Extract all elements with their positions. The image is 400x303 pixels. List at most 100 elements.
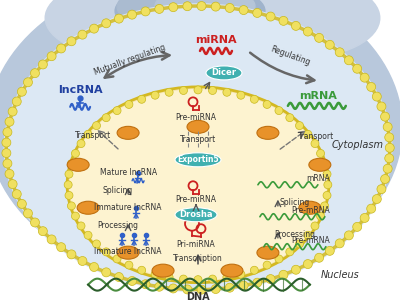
Circle shape — [253, 8, 262, 18]
Circle shape — [237, 91, 245, 99]
Ellipse shape — [155, 0, 255, 25]
Ellipse shape — [0, 0, 400, 283]
Circle shape — [367, 204, 376, 213]
Circle shape — [263, 100, 271, 108]
Ellipse shape — [55, 0, 335, 35]
Text: Processing: Processing — [98, 221, 139, 230]
Circle shape — [38, 227, 47, 236]
Circle shape — [360, 73, 369, 82]
Circle shape — [141, 7, 150, 16]
Circle shape — [24, 209, 32, 218]
Circle shape — [92, 122, 100, 130]
Circle shape — [8, 107, 17, 116]
Text: Immature lncRNA: Immature lncRNA — [94, 247, 162, 256]
Ellipse shape — [117, 0, 227, 29]
Text: lncRNA: lncRNA — [58, 85, 102, 95]
Circle shape — [303, 260, 312, 268]
Text: mRNA: mRNA — [299, 91, 337, 101]
Circle shape — [5, 117, 14, 126]
Text: Splicing: Splicing — [103, 186, 133, 195]
Circle shape — [197, 2, 206, 11]
Circle shape — [183, 2, 192, 11]
Circle shape — [180, 86, 188, 95]
Circle shape — [286, 248, 294, 256]
Circle shape — [311, 140, 319, 148]
Circle shape — [67, 37, 76, 46]
Circle shape — [377, 185, 386, 194]
Circle shape — [275, 107, 283, 115]
Circle shape — [2, 138, 11, 147]
Circle shape — [194, 86, 202, 94]
Text: Immature lncRNA: Immature lncRNA — [94, 203, 162, 212]
Ellipse shape — [257, 246, 279, 259]
Circle shape — [30, 69, 40, 78]
Circle shape — [47, 52, 56, 61]
Circle shape — [385, 133, 394, 142]
Circle shape — [84, 231, 92, 239]
Circle shape — [57, 44, 66, 53]
Circle shape — [78, 257, 87, 265]
Ellipse shape — [175, 153, 221, 167]
Circle shape — [211, 2, 220, 11]
Circle shape — [155, 282, 164, 291]
Circle shape — [102, 114, 110, 122]
Circle shape — [30, 218, 40, 227]
Circle shape — [279, 270, 288, 279]
Circle shape — [102, 248, 110, 256]
Circle shape — [263, 261, 271, 269]
Text: Splicing: Splicing — [280, 198, 310, 207]
Circle shape — [237, 270, 245, 278]
Circle shape — [180, 275, 188, 283]
Circle shape — [24, 78, 32, 87]
Circle shape — [138, 95, 146, 103]
Circle shape — [324, 181, 332, 189]
Circle shape — [65, 170, 73, 178]
Circle shape — [102, 268, 111, 277]
Circle shape — [165, 273, 173, 281]
Text: Drosha: Drosha — [179, 210, 213, 219]
Circle shape — [377, 102, 386, 111]
Ellipse shape — [187, 120, 209, 133]
Circle shape — [72, 149, 80, 158]
Circle shape — [128, 10, 136, 19]
Circle shape — [383, 122, 392, 132]
Circle shape — [38, 60, 47, 69]
Ellipse shape — [115, 0, 265, 38]
Circle shape — [367, 82, 376, 92]
Circle shape — [292, 22, 300, 30]
Ellipse shape — [45, 0, 215, 58]
Circle shape — [335, 239, 344, 248]
Text: Transport: Transport — [298, 132, 334, 141]
Text: Pri-miRNA: Pri-miRNA — [177, 240, 215, 249]
Text: Regulating: Regulating — [269, 45, 311, 67]
Circle shape — [125, 100, 133, 108]
Circle shape — [3, 159, 12, 168]
Circle shape — [3, 128, 12, 137]
Ellipse shape — [299, 201, 321, 214]
Ellipse shape — [152, 264, 174, 277]
Circle shape — [325, 40, 334, 49]
Circle shape — [320, 202, 328, 210]
Ellipse shape — [70, 90, 326, 280]
Text: mRNA: mRNA — [306, 174, 330, 183]
Circle shape — [72, 212, 80, 220]
Circle shape — [253, 278, 262, 287]
Circle shape — [208, 275, 216, 283]
Ellipse shape — [117, 246, 139, 259]
Circle shape — [90, 262, 98, 271]
Circle shape — [353, 64, 362, 73]
Circle shape — [344, 231, 353, 240]
Text: Dicer: Dicer — [212, 68, 236, 77]
Ellipse shape — [77, 201, 99, 214]
Circle shape — [372, 195, 381, 204]
Circle shape — [380, 112, 390, 121]
Circle shape — [183, 285, 192, 294]
Circle shape — [151, 91, 159, 99]
Circle shape — [68, 202, 76, 210]
Ellipse shape — [67, 158, 89, 171]
Circle shape — [77, 140, 85, 148]
Circle shape — [325, 246, 334, 255]
Circle shape — [197, 285, 206, 294]
Text: Pre-miRNA: Pre-miRNA — [176, 113, 216, 122]
Circle shape — [64, 181, 72, 189]
